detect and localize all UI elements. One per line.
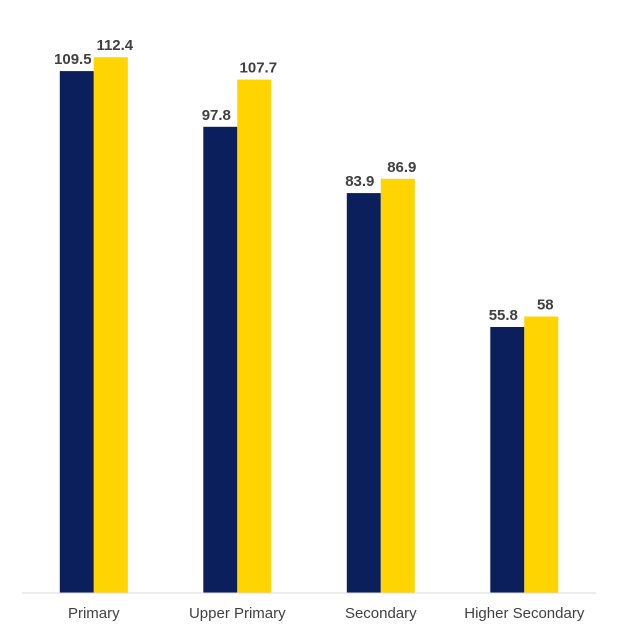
bar-2-higher-secondary bbox=[524, 316, 559, 593]
data-label: 112.4 bbox=[96, 37, 133, 54]
data-label: 55.8 bbox=[489, 307, 518, 324]
bars-layer bbox=[59, 57, 559, 594]
bar-1-higher-secondary bbox=[490, 327, 525, 593]
data-label: 109.5 bbox=[54, 51, 92, 68]
data-label: 58 bbox=[537, 297, 554, 314]
x-tick-label: Upper Primary bbox=[189, 605, 286, 622]
bar-2-upper-primary bbox=[237, 79, 272, 594]
x-tick-labels-layer: Primary Upper Primary Secondary Higher Seco… bbox=[68, 605, 585, 622]
data-label: 107.7 bbox=[240, 60, 278, 77]
bar-1-primary bbox=[59, 71, 94, 594]
bar-2-secondary bbox=[380, 178, 415, 594]
bar-2-primary bbox=[93, 57, 128, 593]
x-tick-label: Higher Secondary bbox=[464, 605, 585, 622]
data-label: 86.9 bbox=[387, 159, 416, 176]
x-tick-label: Primary bbox=[68, 605, 120, 622]
data-label: 97.8 bbox=[202, 107, 231, 124]
bar-1-secondary bbox=[346, 193, 381, 593]
data-label: 83.9 bbox=[345, 173, 374, 190]
x-tick-label: Secondary bbox=[345, 605, 417, 622]
bar-1-upper-primary bbox=[203, 126, 238, 594]
